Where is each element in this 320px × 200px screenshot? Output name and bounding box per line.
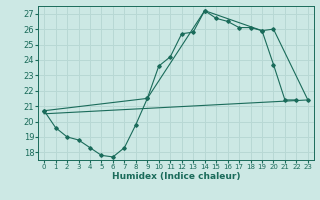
X-axis label: Humidex (Indice chaleur): Humidex (Indice chaleur) [112,172,240,181]
